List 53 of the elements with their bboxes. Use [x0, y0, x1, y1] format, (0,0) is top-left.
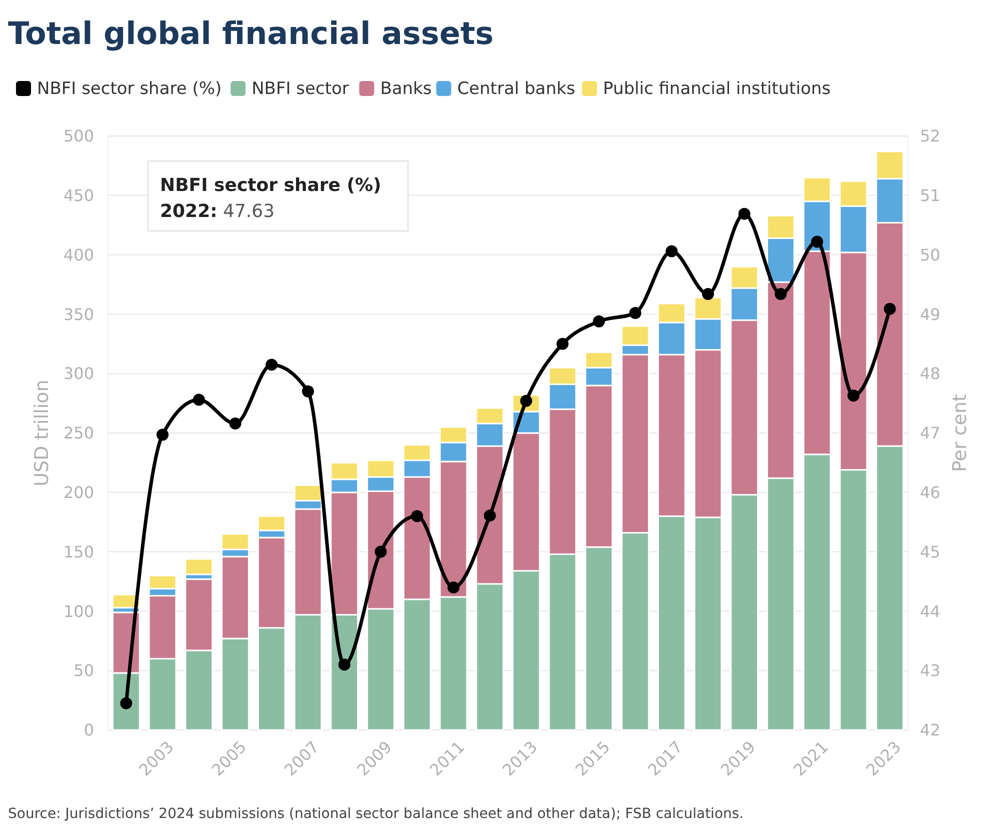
point: [847, 390, 860, 402]
point: [629, 307, 642, 320]
y-tick-label: 50: [74, 661, 94, 680]
y2-axis-title: Per cent: [949, 394, 971, 472]
legend-label: Public financial institutions: [603, 79, 831, 99]
annotation: NBFI sector share (%) 2022: 47.63: [160, 175, 382, 222]
point: [156, 428, 169, 441]
point: [702, 288, 714, 300]
y2-tick-label: 50: [920, 245, 940, 264]
y2-tick-label: 43: [920, 661, 940, 680]
point: [484, 510, 496, 522]
y2-tick-label: 44: [920, 602, 940, 621]
point: [120, 697, 132, 710]
y2-tick-label: 45: [920, 542, 940, 562]
y-tick-label: 500: [63, 126, 94, 146]
point: [556, 338, 569, 350]
y-tick-label: 300: [63, 364, 94, 384]
point: [192, 394, 205, 406]
y2-tick-label: 46: [920, 483, 940, 502]
point: [592, 315, 605, 328]
y-tick-label: 350: [63, 304, 94, 324]
legend-label: Banks: [380, 79, 432, 99]
y2-tick-label: 49: [920, 304, 940, 324]
y-axis-title: USD trillion: [31, 380, 53, 486]
point: [302, 385, 314, 398]
point: [884, 302, 896, 315]
legend-label: NBFI sector: [252, 79, 349, 99]
y-tick-label: 100: [63, 602, 94, 621]
y-tick-label: 450: [63, 186, 94, 205]
point: [266, 358, 278, 371]
y2-tick-label: 52: [920, 126, 940, 146]
y-tick-label: 250: [63, 424, 94, 443]
y2-tick-label: 51: [920, 186, 940, 205]
legend-label: NBFI sector share (%): [37, 79, 222, 99]
y2-tick-label: 42: [920, 720, 940, 740]
chart-title: Total global financial assets: [8, 16, 494, 52]
legend-label: Central banks: [457, 79, 576, 99]
point: [229, 417, 242, 430]
point: [338, 658, 350, 671]
point: [666, 245, 678, 258]
point: [447, 581, 460, 594]
point: [411, 510, 424, 522]
source-note: Source: Jurisdictions’ 2024 submissions (national sector balance sheet and other data); FSB calculations.: [8, 806, 744, 822]
point: [374, 546, 387, 558]
y2-tick-label: 47: [920, 424, 940, 443]
y-tick-label: 0: [84, 720, 94, 740]
y2-tick-label: 48: [920, 364, 940, 384]
y-tick-label: 200: [63, 483, 94, 502]
y-tick-label: 150: [63, 542, 94, 562]
point: [811, 236, 824, 248]
point: [738, 208, 750, 220]
y-tick-label: 400: [63, 245, 94, 264]
point: [774, 288, 787, 300]
